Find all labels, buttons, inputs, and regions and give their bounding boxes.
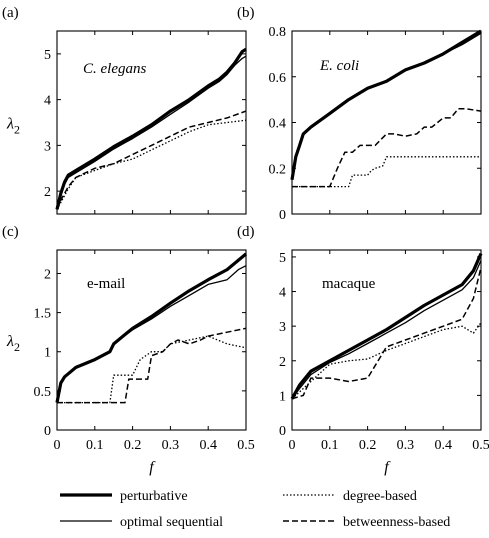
series-line-betweenness-based [56,110,247,210]
panel-letter: (b) [237,5,255,21]
series-line-degree-based [292,156,481,188]
x-tick-label: 0.1 [86,438,104,453]
y-tick-label: 4 [44,94,51,109]
panel-name: e-mail [87,276,125,292]
y-tick-label: 3 [44,139,51,154]
series-line-degree-based [56,119,247,210]
y-tick-label: 2 [44,267,51,282]
x-tick-label: 0.2 [124,438,142,453]
x-axis-label: f [384,459,391,476]
series-line-betweenness-based [57,327,247,404]
y-tick-label: 0 [44,424,51,439]
series-line-optimal-sequential [56,265,247,403]
y-tick-label: 0 [279,424,286,439]
y-tick-label: 1 [279,389,286,404]
panel-letter: (d) [237,224,255,240]
y-tick-label: 2 [279,355,286,370]
legend-label-degree-based: degree-based [343,489,417,504]
x-tick-label: 0.4 [199,438,217,453]
panel-name: C. elegans [83,61,146,77]
y-axis-label: λ2 [6,116,20,137]
panel-name: E. coli [319,58,359,74]
x-tick-label: 0.4 [434,438,452,453]
panel-d: 0 1 2 3 4 5 0 0.1 0.2 0.3 0.4 0.5 (d) macaque f [237,224,489,476]
y-tick-label: 0.2 [269,162,287,177]
x-tick-label: 0.5 [237,438,255,453]
legend-label-optimal-sequential: optimal sequential [120,515,223,530]
legend-label-perturbative: perturbative [120,489,188,504]
y-tick-label: 0.8 [269,25,287,40]
y-tick-label: 0.4 [269,117,287,132]
y-tick-label: 1.5 [34,307,52,322]
y-tick-label: 1 [44,346,51,361]
y-axis-label: λ2 [6,333,20,354]
x-tick-label: 0.2 [359,438,377,453]
series-line-betweenness-based [291,267,482,400]
series-line-perturbative [55,252,248,403]
series-line-optimal-sequential [56,55,247,210]
y-tick-label: 5 [279,251,286,266]
panel-letter: (a) [2,5,19,21]
series-line-degree-based [57,335,247,404]
series-line-optimal-sequential [291,32,482,180]
series-line-perturbative [55,47,247,210]
panel-name: macaque [322,276,376,292]
x-tick-label: 0 [54,438,61,453]
y-tick-label: 5 [44,48,51,63]
plot-frame [56,249,247,431]
legend: perturbative optimal sequential degree-bas… [60,489,450,530]
series-line-betweenness-based [292,108,482,188]
y-tick-label: 0.6 [269,71,287,86]
y-tick-label: 2 [44,185,51,200]
y-tick-label: 3 [279,320,286,335]
legend-label-betweenness-based: betweenness-based [343,515,450,530]
panel-letter: (c) [2,224,19,240]
plot-frame [56,30,247,215]
x-tick-label: 0.3 [162,438,180,453]
y-tick-label: 4 [279,286,286,301]
x-tick-label: 0.1 [321,438,339,453]
y-tick-label: 0 [279,208,286,223]
series-line-perturbative [290,252,483,400]
y-tick-label: 0.5 [34,385,52,400]
series-line-degree-based [291,322,482,400]
panel-a: 2 3 4 5 (a) C. elegans λ2 [2,5,247,215]
panel-b: 0 0.2 0.4 0.6 0.8 (b) E. coli [237,5,482,223]
plot-frame [291,249,482,431]
x-tick-label: 0.5 [472,438,489,453]
series-line-optimal-sequential [291,260,482,400]
x-tick-label: 0 [289,438,296,453]
x-tick-label: 0.3 [397,438,415,453]
x-axis-label: f [149,459,156,476]
panel-c: 0 0.5 1 1.5 2 0 0.1 0.2 0.3 0.4 0.5 (c) e-mail λ2 f [2,224,255,476]
